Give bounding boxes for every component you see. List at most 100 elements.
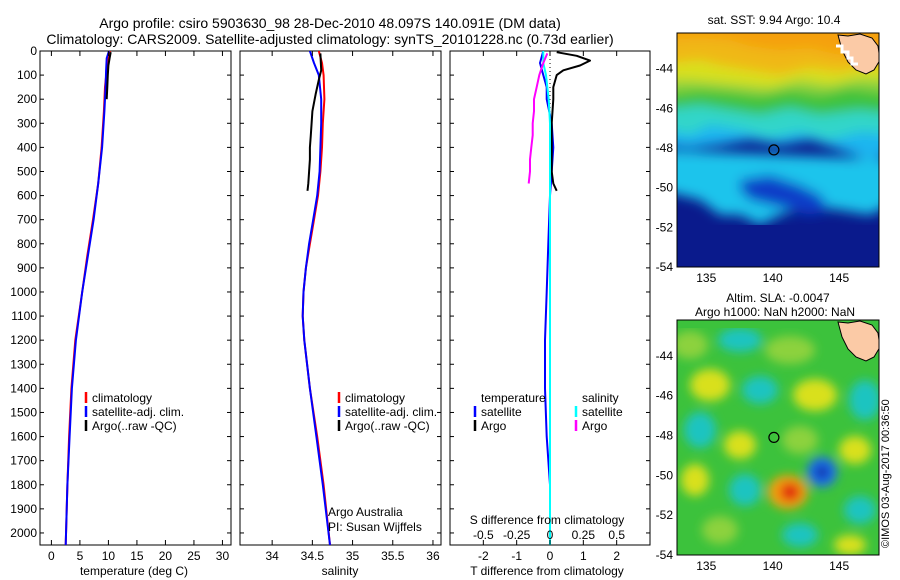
temperature-profiles	[64, 51, 112, 545]
x-tick-label: 1	[580, 549, 587, 563]
sdiff-xlabel: S difference from climatology	[470, 513, 625, 527]
sla-map-subtitle: Argo h1000: NaN h2000: NaN	[695, 305, 855, 319]
credit-org: Argo Australia	[328, 505, 403, 519]
x-tick-label: 5	[77, 549, 84, 563]
salinity-xlabel: salinity	[322, 564, 359, 578]
sla-map-title: Altim. SLA: -0.0047	[726, 291, 830, 305]
x-tick-label: 35.5	[381, 549, 405, 563]
map-y-tick-label: -54	[656, 548, 674, 562]
argo-location-marker	[768, 144, 780, 156]
series-line	[301, 51, 331, 545]
x-tick-label-top: 0.5	[608, 528, 625, 542]
x-tick-label: 20	[159, 549, 173, 563]
salinity-profiles	[301, 51, 331, 545]
series-line	[550, 51, 591, 192]
x-tick-label: 36	[426, 549, 440, 563]
y-tick-label: 200	[17, 92, 37, 106]
series-line	[306, 53, 323, 191]
x-tick-label-top: 0	[547, 528, 554, 542]
y-tick-label: 2000	[10, 526, 37, 540]
argo-location-marker	[768, 431, 780, 443]
sla-field	[677, 328, 879, 555]
y-tick-label: 400	[17, 140, 37, 154]
legend-label: satellite-adj. clim.	[92, 405, 184, 419]
y-tick-label: 100	[17, 68, 37, 82]
y-tick-label: 1800	[10, 478, 37, 492]
y-tick-label: 300	[17, 116, 37, 130]
y-tick-label: 1600	[10, 430, 37, 444]
x-tick-label: 25	[187, 549, 201, 563]
map-y-tick-label: -48	[656, 141, 674, 155]
map-y-tick-label: -52	[656, 220, 674, 234]
map-x-tick-label: 135	[696, 559, 716, 573]
sst-map-frame	[676, 32, 880, 268]
sst-map	[677, 33, 879, 267]
x-tick-label-top: -0.5	[473, 528, 494, 542]
legend-label: satellite-adj. clim.	[345, 405, 437, 419]
map-x-tick-label: 145	[829, 559, 849, 573]
difference-legend: temperature salinity satellite Argo sate…	[473, 391, 623, 433]
series-line	[64, 51, 110, 545]
sla-map	[677, 320, 879, 555]
y-tick-label: 1500	[10, 405, 37, 419]
map-y-tick-label: -44	[656, 349, 674, 363]
y-tick-label: 800	[17, 237, 37, 251]
legend-label: Argo(..raw -QC)	[345, 419, 430, 433]
y-tick-label: 1100	[11, 309, 37, 323]
x-tick-label: -2	[478, 549, 489, 563]
x-tick-label: 30	[216, 549, 230, 563]
x-tick-label-top: -0.25	[503, 528, 531, 542]
sst-field	[677, 33, 879, 225]
y-tick-label: 1400	[10, 381, 37, 395]
y-tick-label: 1200	[10, 333, 37, 347]
legend-label: satellite	[582, 405, 623, 419]
x-tick-label: 2	[613, 549, 620, 563]
tdiff-xlabel: T difference from climatology	[470, 564, 624, 578]
y-tick-label: 1300	[10, 357, 37, 371]
y-tick-label: 0	[30, 44, 37, 58]
y-tick-label: 1700	[10, 454, 37, 468]
legend-label: Argo	[481, 419, 507, 433]
series-line	[527, 53, 549, 184]
legend-label: climatology	[92, 391, 152, 405]
temperature-panel	[39, 50, 232, 546]
land-mask-edge	[836, 44, 858, 66]
y-tick-label: 1900	[10, 502, 37, 516]
legend-label: Argo	[582, 419, 608, 433]
series-line	[105, 52, 112, 100]
map-x-tick-label: 145	[829, 271, 849, 285]
map-y-tick-label: -46	[656, 101, 674, 115]
y-tick-label: 600	[17, 189, 37, 203]
legend-label: Argo(..raw -QC)	[92, 419, 177, 433]
y-tick-label: 500	[17, 164, 37, 178]
legend-label: climatology	[345, 391, 405, 405]
x-tick-label: 34	[265, 549, 279, 563]
x-tick-label: 0	[48, 549, 55, 563]
y-tick-label: 900	[17, 261, 37, 275]
y-tick-label: 1000	[10, 285, 37, 299]
legend-heading-temperature: temperature	[481, 391, 546, 405]
x-tick-label: 10	[102, 549, 116, 563]
map-y-tick-label: -46	[656, 389, 674, 403]
salinity-legend: climatology satellite-adj. clim. Argo(..…	[337, 391, 437, 433]
map-y-tick-label: -50	[656, 181, 674, 195]
figure-title-line1: Argo profile: csiro 5903630_98 28-Dec-20…	[99, 15, 561, 31]
map-y-tick-label: -50	[656, 468, 674, 482]
tasmania-coast	[837, 33, 879, 75]
sst-map-title: sat. SST: 9.94 Argo: 10.4	[708, 13, 841, 27]
map-y-tick-label: -54	[656, 260, 674, 274]
map-x-tick-label: 140	[763, 559, 783, 573]
temperature-xlabel: temperature (deg C)	[80, 564, 188, 578]
map-y-tick-label: -44	[656, 62, 674, 76]
sla-map-frame	[676, 319, 880, 556]
x-tick-label: 15	[130, 549, 144, 563]
map-x-tick-label: 135	[696, 271, 716, 285]
credit-pi: PI: Susan Wijffels	[328, 520, 422, 534]
difference-profiles	[527, 51, 591, 545]
imos-timestamp: ©IMOS 03-Aug-2017 00:36:50	[880, 399, 892, 548]
legend-label: satellite	[481, 405, 522, 419]
figure-title-line2: Climatology: CARS2009. Satellite-adjuste…	[46, 31, 614, 47]
tasmania-coast	[837, 320, 879, 362]
x-tick-label: 34.5	[301, 549, 325, 563]
